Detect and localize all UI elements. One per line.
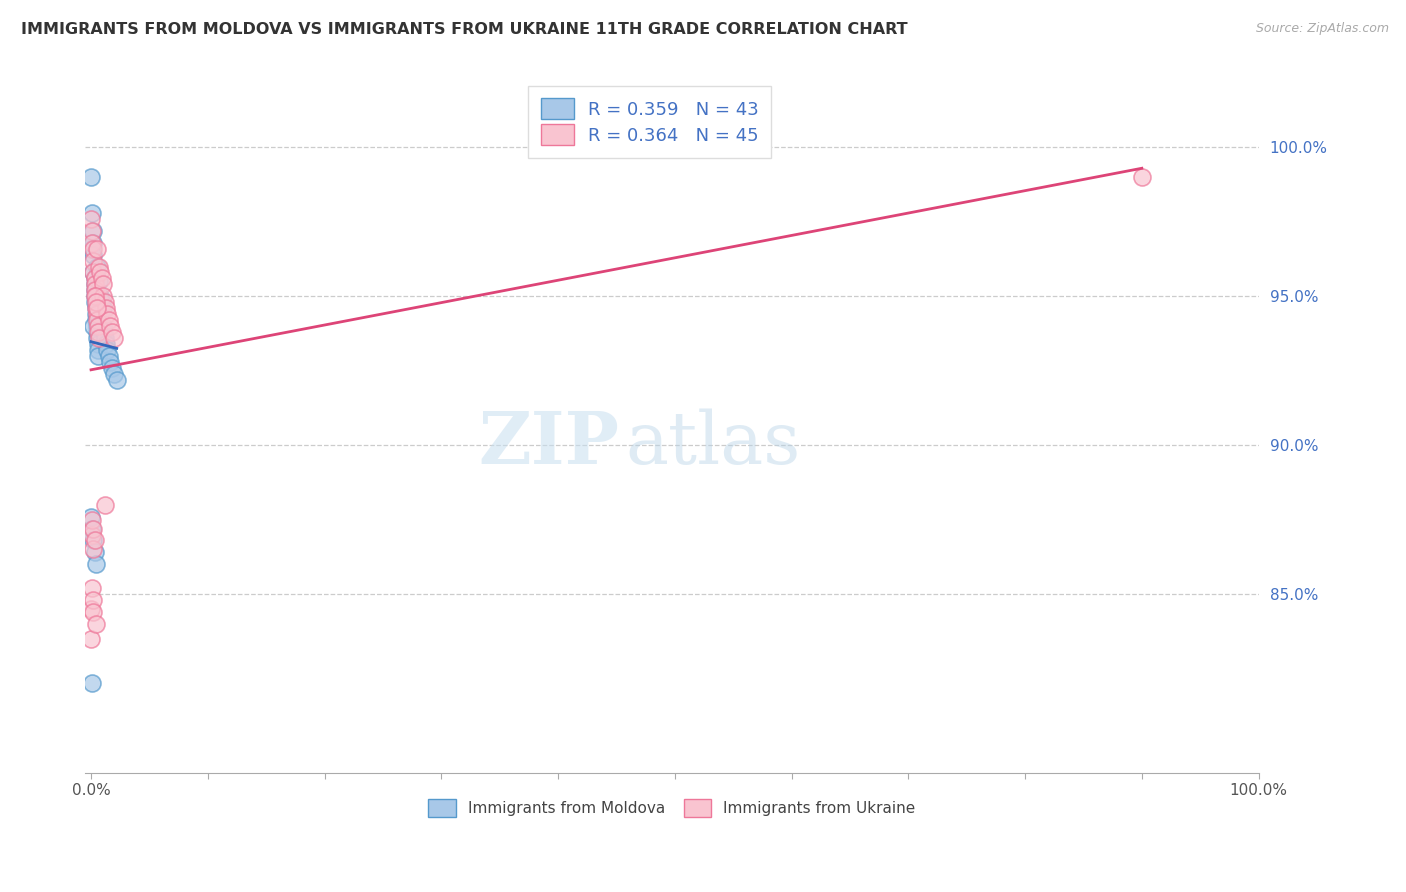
Point — [94, 498, 117, 512]
Point — [82, 542, 104, 557]
Point — [86, 313, 108, 327]
Point — [82, 235, 104, 250]
Point — [83, 284, 105, 298]
Point — [96, 307, 118, 321]
Point — [98, 355, 121, 369]
Point — [82, 527, 104, 541]
Point — [86, 242, 108, 256]
Point — [83, 533, 105, 548]
Point — [105, 373, 128, 387]
Point — [86, 325, 108, 339]
Point — [80, 170, 103, 185]
Point — [87, 343, 110, 357]
Point — [83, 277, 105, 292]
Point — [101, 360, 124, 375]
Point — [89, 265, 111, 279]
Point — [87, 337, 110, 351]
Point — [103, 331, 125, 345]
Point — [82, 247, 104, 261]
Point — [84, 307, 107, 321]
Point — [84, 301, 107, 316]
Legend: Immigrants from Moldova, Immigrants from Ukraine: Immigrants from Moldova, Immigrants from… — [420, 792, 924, 824]
Point — [89, 331, 111, 345]
Point — [82, 593, 104, 607]
Point — [82, 206, 104, 220]
Point — [80, 602, 103, 616]
Point — [82, 581, 104, 595]
Point — [89, 274, 111, 288]
Point — [87, 325, 110, 339]
Point — [84, 295, 107, 310]
Point — [1130, 170, 1153, 185]
Point — [91, 301, 114, 316]
Text: Source: ZipAtlas.com: Source: ZipAtlas.com — [1256, 22, 1389, 36]
Point — [91, 289, 114, 303]
Point — [83, 295, 105, 310]
Point — [82, 319, 104, 334]
Point — [89, 289, 111, 303]
Point — [86, 301, 108, 316]
Point — [83, 289, 105, 303]
Point — [82, 676, 104, 690]
Point — [82, 242, 104, 256]
Point — [86, 260, 108, 274]
Point — [84, 616, 107, 631]
Point — [86, 331, 108, 345]
Point — [83, 277, 105, 292]
Point — [83, 284, 105, 298]
Point — [87, 319, 110, 334]
Point — [90, 271, 112, 285]
Text: atlas: atlas — [626, 409, 800, 479]
Point — [89, 260, 111, 274]
Point — [82, 533, 104, 548]
Point — [82, 253, 104, 268]
Text: ZIP: ZIP — [478, 409, 619, 479]
Text: IMMIGRANTS FROM MOLDOVA VS IMMIGRANTS FROM UKRAINE 11TH GRADE CORRELATION CHART: IMMIGRANTS FROM MOLDOVA VS IMMIGRANTS FR… — [21, 22, 908, 37]
Point — [94, 295, 117, 310]
Point — [87, 349, 110, 363]
Point — [90, 295, 112, 310]
Point — [82, 224, 104, 238]
Point — [96, 343, 118, 357]
Point — [84, 558, 107, 572]
Point — [80, 509, 103, 524]
Point — [80, 211, 103, 226]
Point — [97, 349, 120, 363]
Point — [83, 545, 105, 559]
Point — [96, 337, 118, 351]
Point — [80, 632, 103, 646]
Point — [86, 307, 108, 321]
Point — [101, 325, 124, 339]
Point — [84, 289, 107, 303]
Point — [82, 605, 104, 619]
Point — [83, 271, 105, 285]
Point — [94, 331, 117, 345]
Point — [97, 313, 120, 327]
Point — [91, 319, 114, 334]
Point — [91, 277, 114, 292]
Point — [82, 224, 104, 238]
Point — [82, 522, 104, 536]
Point — [82, 522, 104, 536]
Point — [98, 319, 121, 334]
Point — [86, 319, 108, 334]
Point — [93, 325, 115, 339]
Point — [83, 289, 105, 303]
Point — [103, 367, 125, 381]
Point — [80, 242, 103, 256]
Point — [82, 235, 104, 250]
Point — [84, 313, 107, 327]
Point — [96, 301, 118, 316]
Point — [83, 271, 105, 285]
Point — [82, 265, 104, 279]
Point — [82, 265, 104, 279]
Point — [82, 513, 104, 527]
Point — [84, 301, 107, 316]
